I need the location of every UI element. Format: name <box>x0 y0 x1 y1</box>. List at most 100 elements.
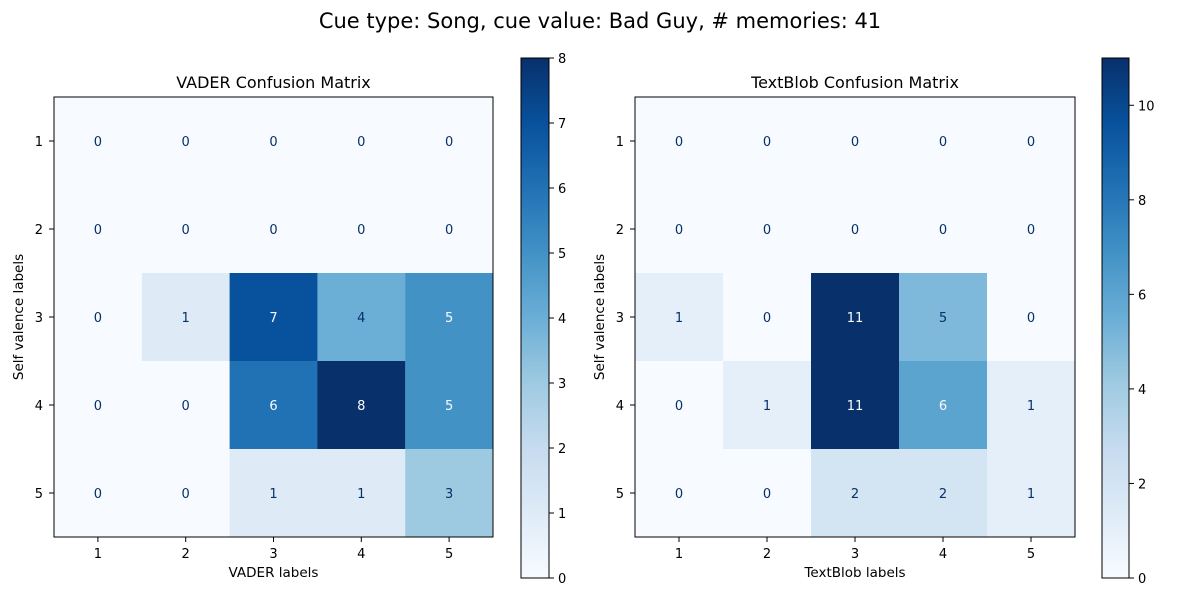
heatmap-cell <box>229 361 318 450</box>
colorbar-tick-label: 2 <box>1138 477 1146 492</box>
cell-value-label: 1 <box>182 311 190 326</box>
heatmap-cell <box>987 361 1076 450</box>
colorbar-tick-label: 8 <box>1138 194 1146 209</box>
y-tick-label: 1 <box>616 135 624 150</box>
cell-value-label: 0 <box>94 399 102 414</box>
cell-value-label: 0 <box>763 311 771 326</box>
y-tick-label: 3 <box>35 311 43 326</box>
heatmap-cell <box>405 97 494 186</box>
heatmap-cell <box>811 273 900 362</box>
colorbar-tick-label: 4 <box>558 312 566 327</box>
heatmap-cells <box>54 97 494 538</box>
cell-value-label: 0 <box>675 135 683 150</box>
heatmap-cell <box>987 449 1076 538</box>
heatmap-cell <box>54 449 142 538</box>
heatmap-cell <box>229 97 318 186</box>
heatmap-cell <box>229 449 318 538</box>
colorbar-tick-label: 4 <box>1138 383 1146 398</box>
cell-value-label: 0 <box>357 223 365 238</box>
cell-value-label: 5 <box>939 311 947 326</box>
axis-ticks: 1 2 3 4 5 1 2 3 4 5 <box>35 96 494 562</box>
cell-value-label: 0 <box>445 135 453 150</box>
heatmap-cell <box>317 97 406 186</box>
colorbar-tick-label: 7 <box>558 117 566 132</box>
cell-value-label: 0 <box>675 223 683 238</box>
cell-value-label: 0 <box>182 223 190 238</box>
colorbar-tick-label: 2 <box>558 442 566 457</box>
cell-value-label: 3 <box>445 487 453 502</box>
x-tick-label: 2 <box>182 547 190 562</box>
cell-value-label: 0 <box>182 399 190 414</box>
cell-value-label: 1 <box>1027 487 1035 502</box>
cell-value-label: 6 <box>939 399 947 414</box>
heatmap-cell <box>811 449 900 538</box>
cell-value-label: 0 <box>445 223 453 238</box>
cell-value-label: 0 <box>851 135 859 150</box>
colorbar-tick-label: 8 <box>558 52 566 67</box>
cell-value-label: 2 <box>851 487 859 502</box>
y-axis-label: Self valence labels <box>592 254 608 380</box>
heatmap-cell <box>723 97 812 186</box>
y-tick-label: 2 <box>616 223 624 238</box>
x-tick-label: 5 <box>1027 547 1035 562</box>
colorbar-tick-label: 5 <box>558 247 566 262</box>
heatmap-cell <box>54 97 142 186</box>
heatmap-cell <box>141 449 230 538</box>
heatmap-cell <box>811 185 900 274</box>
cell-value-label: 0 <box>94 487 102 502</box>
heatmap-cell <box>141 97 230 186</box>
heatmap-cell <box>723 185 812 274</box>
x-axis-label: VADER labels <box>229 565 319 581</box>
heatmap-cell <box>635 449 724 538</box>
heatmap-cell <box>723 361 812 450</box>
cell-value-label: 0 <box>182 135 190 150</box>
colorbar-tick-label: 6 <box>558 182 566 197</box>
colorbar-tick-label: 0 <box>558 572 566 587</box>
cell-value-label: 1 <box>763 399 771 414</box>
cell-value-label: 11 <box>847 399 864 414</box>
y-tick-label: 3 <box>616 311 624 326</box>
heatmap-cell <box>635 97 724 186</box>
y-tick-label: 1 <box>35 135 43 150</box>
heatmap-cell <box>54 273 142 362</box>
heatmap-cell <box>317 185 406 274</box>
heatmap-cell <box>229 273 318 362</box>
cell-value-label: 2 <box>939 487 947 502</box>
heatmap-cell <box>723 273 812 362</box>
heatmap-cell <box>405 361 494 450</box>
y-tick-label: 4 <box>35 399 43 414</box>
heatmap-cell <box>899 361 988 450</box>
cell-value-label: 0 <box>939 135 947 150</box>
cell-value-label: 0 <box>1027 223 1035 238</box>
cell-value-label: 6 <box>269 399 277 414</box>
heatmap-cell <box>317 361 406 450</box>
cell-value-label: 0 <box>269 223 277 238</box>
figure-title: Cue type: Song, cue value: Bad Guy, # me… <box>319 9 881 33</box>
colorbar-tick-label: 6 <box>1138 288 1146 303</box>
cell-value-label: 0 <box>675 399 683 414</box>
heatmap-cell <box>899 449 988 538</box>
heatmap-cell <box>141 185 230 274</box>
cell-value-label: 5 <box>445 399 453 414</box>
heatmap-cells <box>635 97 1076 538</box>
heatmap-cell <box>987 185 1076 274</box>
colorbar-tick-label: 0 <box>1138 572 1146 587</box>
heatmap-cell <box>987 97 1076 186</box>
x-tick-label: 1 <box>675 547 683 562</box>
colorbar-gradient <box>521 58 549 578</box>
heatmap-cell <box>635 185 724 274</box>
colorbar-frame <box>1101 57 1130 579</box>
cell-value-label: 0 <box>182 487 190 502</box>
cell-value-label: 0 <box>763 223 771 238</box>
colorbar: 0 1 2 3 4 5 6 7 8 <box>520 52 566 587</box>
cell-value-label: 0 <box>357 135 365 150</box>
cell-value-label: 0 <box>763 487 771 502</box>
colorbar-gradient <box>1102 58 1129 578</box>
heatmap-cell <box>635 273 724 362</box>
heatmap-cell <box>987 273 1076 362</box>
heatmap-cell <box>317 449 406 538</box>
cell-value-label: 0 <box>94 223 102 238</box>
heatmap-cell <box>899 97 988 186</box>
x-tick-label: 1 <box>94 547 102 562</box>
